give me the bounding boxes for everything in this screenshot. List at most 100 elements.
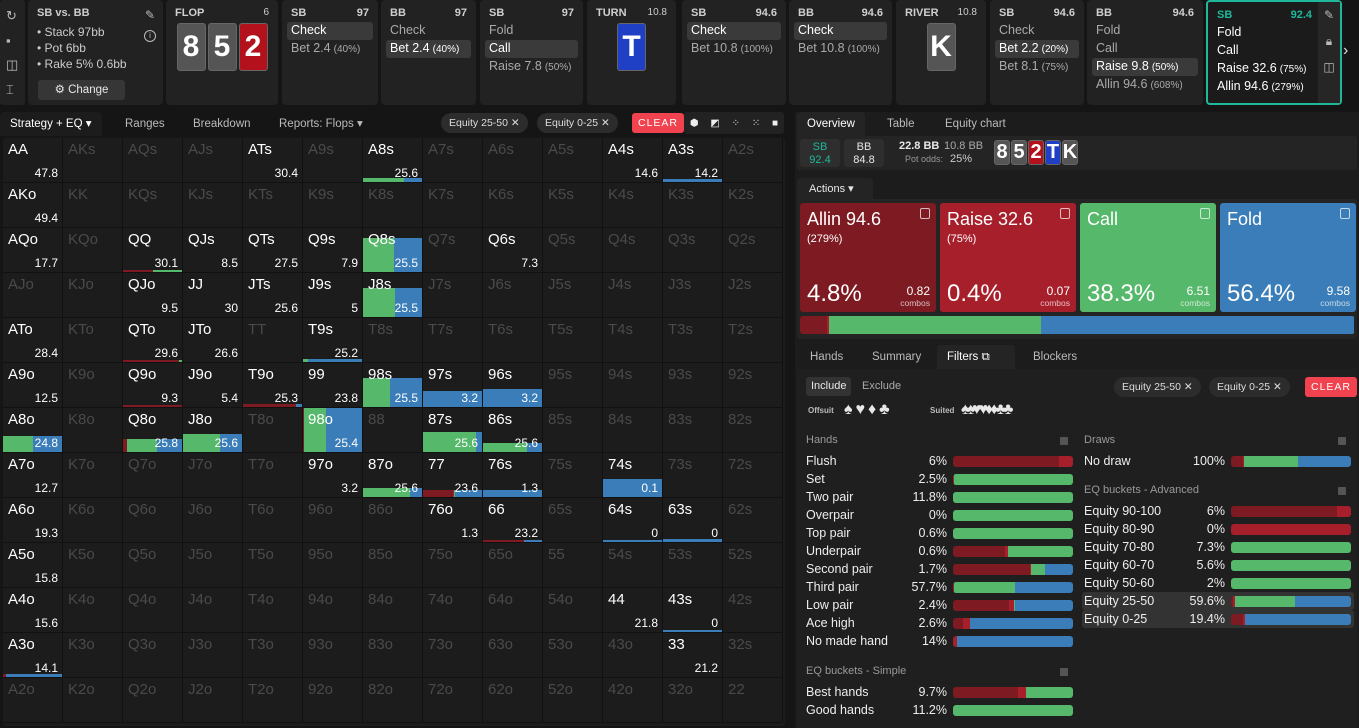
hand-cell[interactable]: AQo 17.7 <box>3 228 63 273</box>
filter-chip[interactable]: Equity 0-25 ✕ <box>537 113 618 133</box>
hand-cell[interactable]: 75s <box>543 453 603 498</box>
filter-row[interactable]: No made hand 14% <box>804 632 1076 650</box>
street-card-river[interactable]: RIVER 10.8 K <box>896 0 986 105</box>
tab-reports-flops[interactable]: Reports: Flops ▾ <box>279 118 363 130</box>
cube-icon[interactable]: ⬢ <box>689 117 699 129</box>
hand-cell[interactable]: J7s <box>423 273 483 318</box>
section-checkbox[interactable] <box>1060 437 1068 445</box>
hand-cell[interactable]: J8o 25.6 <box>183 408 243 453</box>
node-action[interactable]: Bet 10.8 (100%) <box>687 40 781 58</box>
hand-cell[interactable]: T3s <box>663 318 723 363</box>
clear-button[interactable]: CLEAR <box>632 113 685 133</box>
hand-cell[interactable]: 32o <box>663 678 723 723</box>
hand-cell[interactable]: J6s <box>483 273 543 318</box>
hand-cell[interactable]: AQs <box>123 138 183 183</box>
street-card-turn[interactable]: TURN 10.8 T <box>587 0 676 105</box>
node-action[interactable]: Call <box>1213 42 1335 60</box>
hand-cell[interactable]: T3o <box>243 633 303 678</box>
hand-cell[interactable]: 86s 25.6 <box>483 408 543 453</box>
edit-icon[interactable]: ✎ <box>1323 8 1335 22</box>
hand-cell[interactable]: K9s <box>303 183 363 228</box>
filter-row[interactable]: Third pair 57.7% <box>804 578 1076 596</box>
node-action[interactable]: Raise 7.8 (50%) <box>485 58 578 76</box>
hand-cell[interactable]: AJs <box>183 138 243 183</box>
hand-cell[interactable]: A7o 12.7 <box>3 453 63 498</box>
action-node-bb[interactable]: BB 97 Check Bet 2.4 (40%) <box>381 0 476 105</box>
hand-cell[interactable]: A9s <box>303 138 363 183</box>
hand-cell[interactable]: J5s <box>543 273 603 318</box>
hand-cell[interactable]: KTo <box>63 318 123 363</box>
section-checkbox[interactable] <box>1060 668 1068 676</box>
hand-cell[interactable]: J3s <box>663 273 723 318</box>
hand-cell[interactable]: T7o <box>243 453 303 498</box>
hand-cell[interactable]: 76s 1.3 <box>483 453 543 498</box>
hand-cell[interactable]: Q8o 25.8 <box>123 408 183 453</box>
half-square-icon[interactable]: ◩ <box>710 117 720 129</box>
action-card-raise[interactable]: Raise 32.6 (75%) 0.4% 0.07 combos <box>940 203 1076 312</box>
hand-cell[interactable]: 43o <box>603 633 663 678</box>
hand-cell[interactable]: 84o <box>363 588 423 633</box>
grid-icon[interactable]: ⁙ <box>751 117 761 129</box>
hand-cell[interactable]: 83o <box>363 633 423 678</box>
tab-overview[interactable]: Overview <box>797 112 865 136</box>
hand-cell[interactable]: QQ 30.1 <box>123 228 183 273</box>
action-node-bb[interactable]: BB 94.6 Fold Call Raise 9.8 (50%) Allin 94.6 (6… <box>1087 0 1203 105</box>
hand-cell[interactable]: 74s 0.1 <box>603 453 663 498</box>
hand-cell[interactable]: 98s 25.5 <box>363 363 423 408</box>
hand-cell[interactable]: KJs <box>183 183 243 228</box>
hand-cell[interactable]: Q5s <box>543 228 603 273</box>
hand-cell[interactable]: T2s <box>723 318 783 363</box>
section-checkbox[interactable] <box>1338 437 1346 445</box>
hand-cell[interactable]: Q7o <box>123 453 183 498</box>
hand-cell[interactable]: 95s <box>543 363 603 408</box>
hand-cell[interactable]: J6o <box>183 498 243 543</box>
notes-icon[interactable] <box>1340 208 1350 219</box>
filter-row[interactable]: Equity 70-80 7.3% <box>1082 538 1354 556</box>
hand-cell[interactable]: Q9s 7.9 <box>303 228 363 273</box>
hand-cell[interactable]: 85s <box>543 408 603 453</box>
filter-row[interactable]: Ace high 2.6% <box>804 614 1076 632</box>
hand-cell[interactable]: Q3o <box>123 633 183 678</box>
hand-cell[interactable]: 96s 3.2 <box>483 363 543 408</box>
hand-cell[interactable]: KJo <box>63 273 123 318</box>
info-icon[interactable]: i <box>144 30 156 42</box>
hand-cell[interactable]: AKo 49.4 <box>3 183 63 228</box>
tab-strategy-eq[interactable]: Strategy + EQ ▾ <box>0 112 102 136</box>
hand-cell[interactable]: Q7s <box>423 228 483 273</box>
hand-cell[interactable]: 87s 25.6 <box>423 408 483 453</box>
compare-icon[interactable]: ◫ <box>1323 60 1335 74</box>
hand-cell[interactable]: A7s <box>423 138 483 183</box>
hand-cell[interactable]: K2s <box>723 183 783 228</box>
close-icon[interactable]: ✕ <box>1273 381 1282 393</box>
hand-cell[interactable]: 73s <box>663 453 723 498</box>
hand-cell[interactable]: 53s <box>663 543 723 588</box>
hand-cell[interactable]: TT <box>243 318 303 363</box>
hand-cell[interactable]: Q4o <box>123 588 183 633</box>
hand-cell[interactable]: 99 23.8 <box>303 363 363 408</box>
action-card-fold[interactable]: Fold 56.4% 9.58 combos <box>1220 203 1356 312</box>
lock-icon[interactable]: 🔒︎ <box>1325 34 1333 48</box>
hand-cell[interactable]: 64s 0 <box>603 498 663 543</box>
hand-cell[interactable]: T5o <box>243 543 303 588</box>
change-button[interactable]: ⚙ Change <box>38 80 125 100</box>
hand-cell[interactable]: Q6s 7.3 <box>483 228 543 273</box>
hand-cell[interactable]: K9o <box>63 363 123 408</box>
hand-cell[interactable]: K4s <box>603 183 663 228</box>
hand-cell[interactable]: A2s <box>723 138 783 183</box>
hand-cell[interactable]: 62s <box>723 498 783 543</box>
filter-row[interactable]: Equity 90-100 6% <box>1082 502 1354 520</box>
hand-cell[interactable]: KTs <box>243 183 303 228</box>
node-action[interactable]: Allin 94.6 (279%) <box>1213 78 1335 96</box>
hand-cell[interactable]: A2o <box>3 678 63 723</box>
filter-row[interactable]: Overpair 0% <box>804 506 1076 524</box>
hand-cell[interactable]: Q3s <box>663 228 723 273</box>
action-node-sb[interactable]: SB 92.4 Fold Call Raise 32.6 (75%) Allin 94.6(… <box>1206 0 1342 105</box>
hand-cell[interactable]: T4s <box>603 318 663 363</box>
hand-cell[interactable]: A6o 19.3 <box>3 498 63 543</box>
hand-cell[interactable]: J4o <box>183 588 243 633</box>
node-action[interactable]: Bet 2.2 (20%) <box>995 40 1079 58</box>
small-grid-icon[interactable]: ⁘ <box>731 117 741 129</box>
hand-cell[interactable]: 97s 3.2 <box>423 363 483 408</box>
save-icon[interactable]: ▪ <box>6 33 11 48</box>
section-checkbox[interactable] <box>1338 487 1346 495</box>
